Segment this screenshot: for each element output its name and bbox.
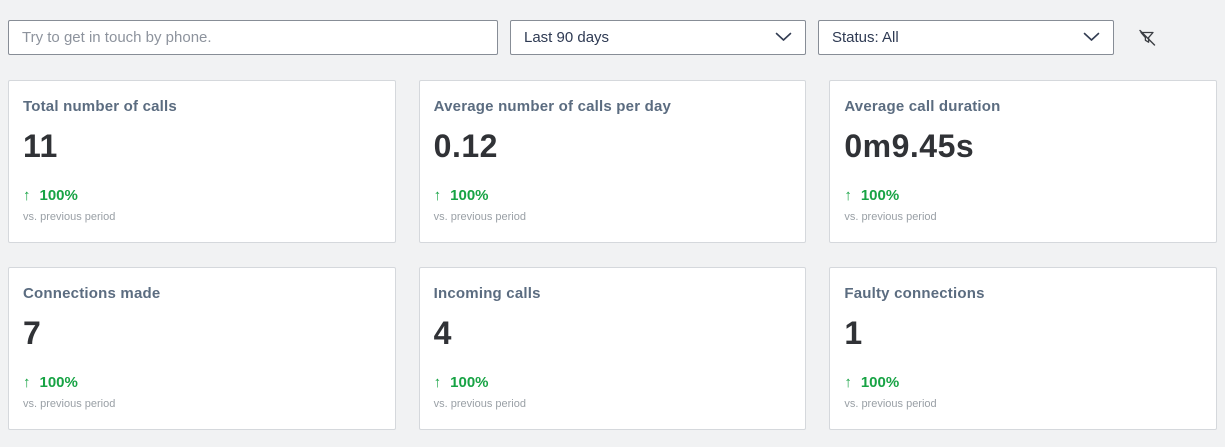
period-filter-select[interactable]: Last 90 days [510, 20, 806, 55]
card-value: 11 [23, 128, 58, 164]
comparison-label: vs. previous period [433, 398, 526, 410]
card-title: Average call duration [844, 98, 1001, 115]
up-arrow-icon: ↑ [844, 187, 852, 204]
comparison-label: vs. previous period [23, 211, 116, 223]
card-title: Connections made [23, 285, 161, 302]
change-percent: 100% [39, 374, 78, 391]
chevron-down-icon [775, 29, 792, 46]
up-arrow-icon: ↑ [23, 374, 31, 391]
filter-off-icon [1136, 27, 1158, 49]
up-arrow-icon: ↑ [23, 187, 31, 204]
up-arrow-icon: ↑ [433, 374, 442, 391]
card-change: ↑ 100% [844, 374, 1202, 391]
chevron-down-icon [1083, 29, 1100, 46]
card-change: ↑ 100% [434, 374, 792, 391]
up-arrow-icon: ↑ [844, 374, 852, 391]
card-title: Faulty connections [844, 285, 985, 302]
stat-card-faulty-connections: Faulty connections 1 ↑ 100% vs. previous… [829, 267, 1217, 430]
card-change: ↑ 100% [23, 374, 381, 391]
change-percent: 100% [860, 187, 900, 204]
card-title: Incoming calls [433, 285, 541, 302]
card-title: Total number of calls [23, 98, 177, 115]
status-filter-select[interactable]: Status: All [818, 20, 1114, 55]
comparison-label: vs. previous period [844, 211, 937, 223]
card-title: Average number of calls per day [433, 98, 672, 115]
up-arrow-icon: ↑ [433, 187, 442, 204]
card-value: 4 [433, 315, 452, 351]
comparison-label: vs. previous period [433, 211, 526, 223]
card-value: 0.12 [433, 128, 498, 164]
stat-card-total-calls: Total number of calls 11 ↑ 100% vs. prev… [8, 80, 396, 243]
stat-card-avg-calls-per-day: Average number of calls per day 0.12 ↑ 1… [418, 80, 807, 243]
stat-card-incoming-calls: Incoming calls 4 ↑ 100% vs. previous per… [418, 267, 807, 430]
card-value: 7 [23, 315, 42, 351]
change-percent: 100% [450, 187, 489, 204]
status-filter-value: Status: All [832, 29, 899, 46]
stats-grid: Total number of calls 11 ↑ 100% vs. prev… [8, 80, 1217, 430]
change-percent: 100% [860, 374, 900, 391]
card-change: ↑ 100% [844, 187, 1202, 204]
card-change: ↑ 100% [23, 187, 381, 204]
change-percent: 100% [450, 374, 489, 391]
change-percent: 100% [39, 187, 78, 204]
card-value: 0m9.45s [844, 128, 975, 164]
card-value: 1 [844, 315, 863, 351]
card-change: ↑ 100% [434, 187, 792, 204]
period-filter-value: Last 90 days [524, 29, 610, 46]
comparison-label: vs. previous period [23, 398, 116, 410]
stat-card-connections-made: Connections made 7 ↑ 100% vs. previous p… [8, 267, 396, 430]
comparison-label: vs. previous period [844, 398, 937, 410]
clear-filters-button[interactable] [1130, 21, 1164, 55]
stat-card-avg-call-duration: Average call duration 0m9.45s ↑ 100% vs.… [829, 80, 1217, 243]
search-input[interactable] [8, 20, 498, 55]
filters-toolbar: Last 90 days Status: All [8, 20, 1217, 55]
